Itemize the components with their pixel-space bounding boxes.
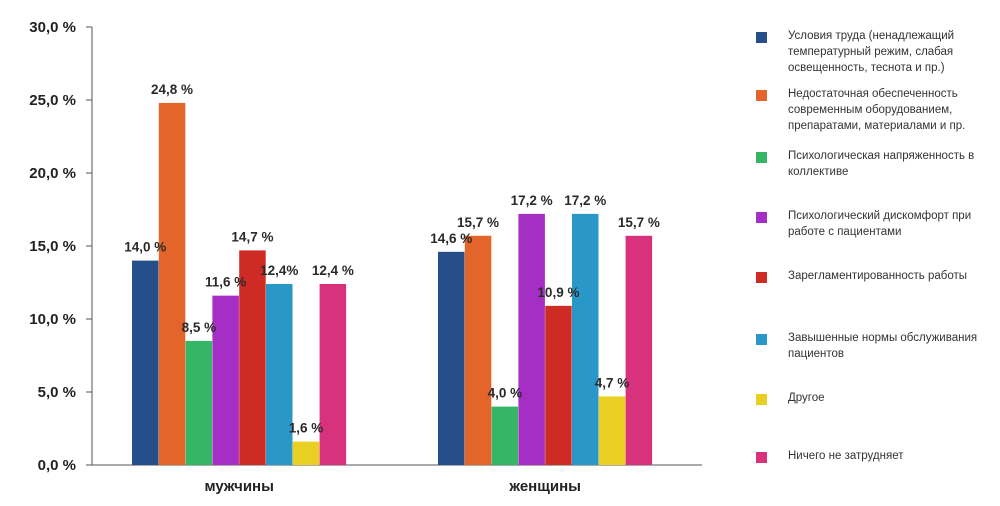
legend-label: Другое: [788, 392, 825, 404]
bar-value-label: 4,0 %: [488, 386, 523, 401]
y-tick-label: 0,0 %: [38, 457, 76, 474]
legend-item: Ничего не затрудняет: [756, 448, 996, 464]
bar-value-label: 15,7 %: [618, 215, 660, 230]
bar-value-label: 17,2 %: [511, 193, 553, 208]
bar: [438, 251, 465, 465]
y-tick-label: 25,0 %: [29, 92, 76, 109]
bar: [319, 283, 347, 465]
legend-swatch: [756, 90, 767, 101]
bar-value-label: 14,0 %: [124, 240, 166, 255]
bar: [212, 295, 239, 465]
bar: [491, 406, 519, 465]
y-tick-label: 5,0 %: [38, 384, 76, 401]
legend-item: Завышенные нормы обслуживания пациентов: [756, 330, 996, 362]
legend-label: Психологическая напряженность в коллекти…: [788, 150, 975, 178]
legend-swatch: [756, 452, 767, 463]
y-tick-label: 10,0 %: [29, 311, 76, 328]
legend-label: Ничего не затрудняет: [788, 450, 904, 462]
legend-swatch: [756, 334, 767, 345]
bar-value-label: 12,4 %: [312, 263, 354, 278]
legend-item: Психологическая напряженность в коллекти…: [756, 148, 996, 180]
chart-data-labels: 14,0 % 14,6 % 24,8 % 15,7 % 8,5 % 4,0 % 11,6 %…: [124, 82, 660, 436]
bar-value-label: 4,7 %: [595, 375, 630, 390]
bar: [625, 235, 653, 465]
bar-value-label: 8,5 %: [182, 320, 217, 335]
legend-swatch: [756, 394, 767, 405]
bar: [545, 305, 572, 465]
bar-value-label: 14,6 %: [430, 231, 472, 246]
bar-value-label: 15,7 %: [457, 215, 499, 230]
legend-swatch: [756, 272, 767, 283]
bar: [598, 396, 626, 465]
bar: [239, 250, 266, 465]
bar-value-label: 10,9 %: [537, 285, 579, 300]
bar-value-label: 14,7 %: [231, 229, 273, 244]
bar-value-label: 12,4%: [260, 263, 298, 278]
x-category-label: мужчины: [204, 478, 274, 495]
legend-item: Другое: [756, 390, 996, 406]
legend-item: Недостаточная обеспеченность современным…: [756, 86, 996, 134]
legend-label: Психологический дискомфорт при работе с …: [788, 210, 972, 238]
bar-value-label: 11,6 %: [205, 275, 246, 290]
legend-item: Условия труда (ненадлежащий температурны…: [756, 28, 996, 76]
bar: [132, 260, 159, 465]
legend-swatch: [756, 152, 767, 163]
bar: [518, 213, 545, 465]
bar-value-label: 1,6 %: [289, 421, 324, 436]
legend-label: Зарегламентированность работы: [788, 270, 968, 282]
chart-bars: [132, 102, 653, 466]
bar: [292, 441, 320, 465]
chart-legend: Условия труда (ненадлежащий температурны…: [756, 20, 996, 490]
legend-swatch: [756, 212, 767, 223]
bar-value-label: 17,2 %: [564, 193, 606, 208]
legend-label: Условия труда (ненадлежащий температурны…: [788, 30, 955, 74]
y-tick-label: 15,0 %: [29, 238, 76, 255]
bar: [158, 102, 186, 466]
y-tick-label: 30,0 %: [29, 19, 76, 36]
legend-item: Зарегламентированность работы: [756, 268, 996, 284]
legend-label: Недостаточная обеспеченность современным…: [788, 88, 966, 132]
legend-item: Психологический дискомфорт при работе с …: [756, 208, 996, 240]
chart-axes: 0,0 % 5,0 % 10,0 % 15,0 % 20,0 % 25,0 % 30,0 %…: [29, 19, 702, 495]
y-tick-label: 20,0 %: [29, 165, 76, 182]
bar: [266, 283, 293, 465]
legend-label: Завышенные нормы обслуживания пациентов: [788, 332, 978, 360]
bar: [464, 235, 492, 465]
bar: [572, 213, 599, 465]
legend-swatch: [756, 32, 767, 43]
bar: [185, 340, 213, 465]
x-category-label: женщины: [508, 478, 581, 495]
bar-value-label: 24,8 %: [151, 82, 193, 97]
